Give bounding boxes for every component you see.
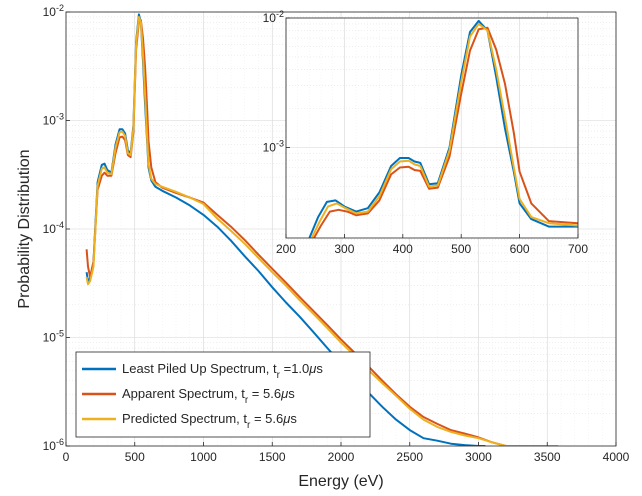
main-y-tick-label-base: 10	[43, 114, 57, 128]
main-y-tick-label-base: 10	[43, 439, 57, 453]
inset-series-line-2	[310, 22, 578, 238]
main-y-tick-label-base: 10	[43, 5, 57, 19]
legend-label: Least Piled Up Spectrum, tr =1.0μs	[122, 361, 323, 381]
inset-y-tick-label-base: 10	[263, 140, 277, 154]
legend-label-unit: s	[316, 361, 323, 376]
x-axis-label: Energy (eV)	[298, 473, 383, 490]
main-y-tick-label: 10-3	[43, 112, 64, 128]
main-y-tick-label: 10-5	[43, 329, 64, 345]
legend-entries: Least Piled Up Spectrum, tr =1.0μsAppare…	[82, 361, 323, 431]
legend-label-main: Predicted Spectrum, t	[122, 411, 247, 426]
legend-label: Apparent Spectrum, tr = 5.6μs	[122, 386, 295, 406]
main-y-tick-label: 10-6	[43, 437, 64, 453]
main-y-ticks: 10-610-510-410-310-2	[43, 3, 70, 453]
y-axis-label: Probability Distribution	[16, 149, 33, 308]
legend-label-main: Least Piled Up Spectrum, t	[122, 361, 277, 376]
main-x-tick-label: 0	[63, 450, 70, 464]
main-series-line-2	[85, 16, 559, 446]
legend-entry-1: Apparent Spectrum, tr = 5.6μs	[82, 386, 295, 406]
legend-label: Predicted Spectrum, tr = 5.6μs	[122, 411, 297, 431]
inset-x-tick-label: 600	[510, 242, 530, 256]
main-x-tick-label: 4000	[603, 450, 630, 464]
main-y-tick-label-base: 10	[43, 331, 57, 345]
legend-box	[75, 351, 371, 438]
inset-y-tick-label-base: 10	[263, 11, 277, 25]
inset-y-ticks: 10-310-2	[263, 9, 290, 154]
legend-label-subscript: r	[247, 420, 251, 431]
main-x-tick-label: 3500	[534, 450, 561, 464]
main-y-tick-label-base: 10	[43, 222, 57, 236]
main-x-tick-label: 2500	[396, 450, 423, 464]
legend-label-value: = 5.6	[250, 411, 283, 426]
legend-label-subscript: r	[277, 370, 281, 381]
main-series-group	[85, 13, 559, 446]
inset-y-tick-label-exponent: -3	[276, 138, 284, 148]
legend-entry-0: Least Piled Up Spectrum, tr =1.0μs	[82, 361, 323, 381]
inset-y-tick-label: 10-2	[263, 9, 284, 25]
main-y-tick-label-exponent: -5	[56, 329, 64, 339]
main-x-tick-label: 500	[125, 450, 145, 464]
inset-x-tick-label: 400	[393, 242, 413, 256]
main-x-tick-label: 1000	[190, 450, 217, 464]
legend-label-value: = 5.6	[248, 386, 281, 401]
main-y-tick-label: 10-2	[43, 3, 64, 19]
legend-label-mu: μ	[280, 386, 288, 401]
main-x-tick-label: 1500	[259, 450, 286, 464]
main-y-tick-label-exponent: -3	[56, 112, 64, 122]
legend-label-subscript: r	[245, 395, 249, 406]
inset-axes-box	[285, 17, 579, 239]
legend: Least Piled Up Spectrum, tr =1.0μsAppare…	[75, 351, 371, 438]
legend-label-main: Apparent Spectrum, t	[122, 386, 245, 401]
inset-x-tick-label: 200	[276, 242, 296, 256]
legend-entry-2: Predicted Spectrum, tr = 5.6μs	[82, 411, 297, 431]
inset-x-tick-label: 700	[568, 242, 588, 256]
inset-y-tick-label: 10-3	[263, 138, 284, 154]
inset-series-group	[308, 19, 578, 238]
main-y-tick-label-exponent: -4	[56, 220, 64, 230]
inset-y-tick-label-exponent: -2	[276, 9, 284, 19]
inset-x-tick-label: 300	[334, 242, 354, 256]
main-x-tick-label: 3000	[465, 450, 492, 464]
legend-label-unit: s	[290, 411, 297, 426]
inset-series-line-1	[313, 26, 578, 238]
legend-label-value: =1.0	[280, 361, 309, 376]
legend-label-mu: μ	[282, 411, 290, 426]
main-y-tick-label: 10-4	[43, 220, 64, 236]
legend-label-unit: s	[288, 386, 295, 401]
main-x-ticks: 0 500 1000 1500 2000 2500 3000 3500 4000	[63, 442, 630, 464]
legend-label-mu: μ	[308, 361, 316, 376]
inset-x-ticks: 200 300 400 500 600 700	[276, 234, 588, 256]
main-y-tick-label-exponent: -2	[56, 3, 64, 13]
main-y-tick-label-exponent: -6	[56, 437, 64, 447]
main-x-tick-label: 2000	[328, 450, 355, 464]
inset-x-tick-label: 500	[451, 242, 471, 256]
